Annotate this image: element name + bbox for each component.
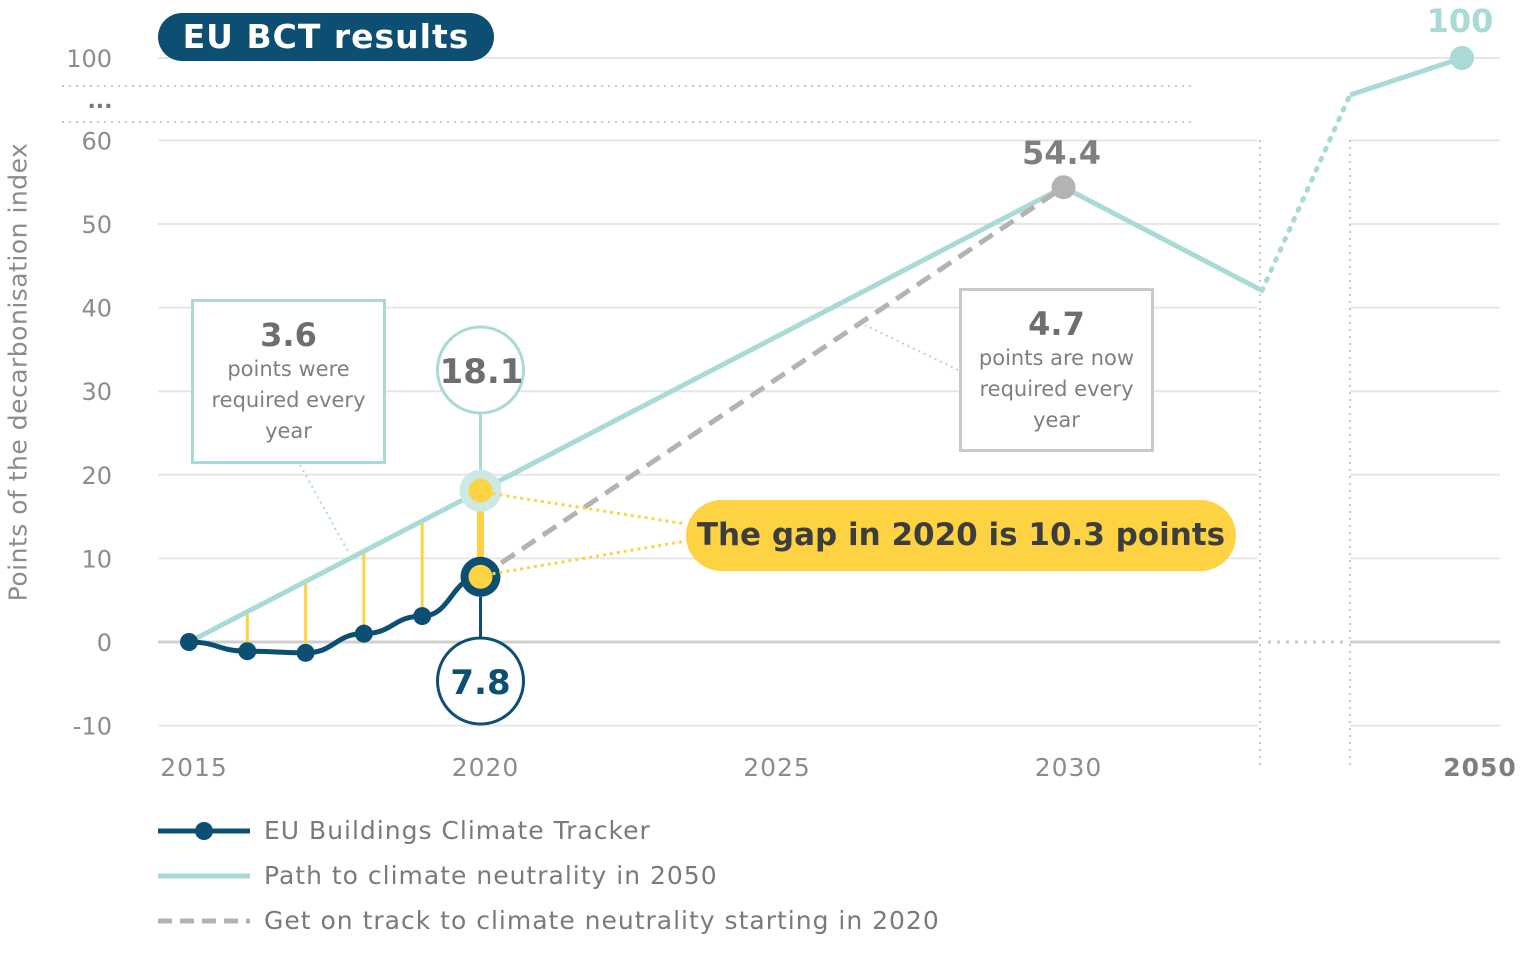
legend-label-tracker: EU Buildings Climate Tracker xyxy=(264,816,651,845)
y-tick-label: 50 xyxy=(81,211,112,239)
x-tick-label: 2050 xyxy=(1443,753,1517,782)
series-path-line xyxy=(187,184,1264,645)
y-tick-label: 40 xyxy=(81,295,112,323)
legend-item-tracker: EU Buildings Climate Tracker xyxy=(156,808,940,853)
y-axis-label: Points of the decarbonisation index xyxy=(3,142,33,602)
x-tick-label: 2030 xyxy=(1035,753,1103,782)
past-rate-text: points were required every year xyxy=(211,357,366,443)
legend-item-path: Path to climate neutrality in 2050 xyxy=(156,853,940,898)
point-2030 xyxy=(1051,175,1076,200)
axis-break-label: ... xyxy=(87,89,112,114)
x-tick-label: 2025 xyxy=(743,753,811,782)
point-2050 xyxy=(1450,46,1474,70)
y-tick-label: 30 xyxy=(81,378,112,406)
actual-2020-label: 7.8 xyxy=(450,663,510,703)
past-rate-leader xyxy=(299,464,350,554)
target-2020-point xyxy=(468,478,493,503)
tracker-point xyxy=(354,624,373,643)
target-2020-label: 18.1 xyxy=(440,352,524,392)
y-tick-label: 10 xyxy=(81,545,112,573)
chart-badge: EU BCT results xyxy=(158,13,494,61)
tracker-point xyxy=(180,633,198,651)
y-tick-label: 0 xyxy=(97,629,112,657)
point-2030-label: 54.4 xyxy=(1022,134,1101,172)
legend-label-track: Get on track to climate neutrality start… xyxy=(264,906,940,935)
actual-bubble xyxy=(436,636,525,726)
y-tick-label: 100 xyxy=(66,45,112,73)
legend-item-track: Get on track to climate neutrality start… xyxy=(156,898,940,943)
new-rate-text: points are now required every year xyxy=(978,346,1135,432)
x-tick-label: 2020 xyxy=(452,753,520,782)
legend: EU Buildings Climate Tracker Path to cli… xyxy=(156,808,940,943)
past-rate-value: 3.6 xyxy=(260,316,317,354)
tracker-point xyxy=(413,607,432,626)
legend-label-path: Path to climate neutrality in 2050 xyxy=(264,861,718,890)
y-tick-label: 20 xyxy=(81,462,112,490)
legend-swatch-track xyxy=(158,918,250,923)
series-track-line xyxy=(479,185,1065,579)
gap-leader xyxy=(492,492,687,526)
legend-swatch-tracker xyxy=(158,821,250,840)
point-2050-label: 100 xyxy=(1427,2,1494,40)
series-path-line-2050 xyxy=(1349,55,1463,98)
gap-callout: The gap in 2020 is 10.3 points xyxy=(686,500,1236,571)
x-tick-label: 2015 xyxy=(160,753,228,782)
gap-leader xyxy=(492,539,687,576)
new-rate-callout: 4.7 points are now required every year xyxy=(959,288,1154,452)
tracker-point xyxy=(296,643,315,662)
new-rate-value: 4.7 xyxy=(1028,305,1085,343)
series-path-break xyxy=(1259,92,1353,294)
y-tick-label: -10 xyxy=(73,713,112,741)
target-bubble xyxy=(436,325,525,415)
actual-2020-point xyxy=(468,564,493,589)
new-rate-leader xyxy=(864,324,959,371)
y-tick-label: 60 xyxy=(81,127,112,155)
legend-swatch-path xyxy=(158,873,250,878)
tracker-point xyxy=(238,642,257,661)
past-rate-callout: 3.6 points were required every year xyxy=(191,299,386,464)
